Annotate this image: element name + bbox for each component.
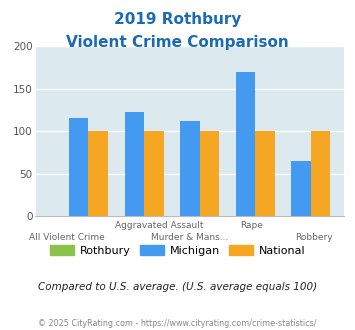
Bar <box>180 121 200 216</box>
Text: All Violent Crime: All Violent Crime <box>28 233 104 242</box>
Text: Aggravated Assault: Aggravated Assault <box>115 221 203 230</box>
Text: 2019 Rothbury: 2019 Rothbury <box>114 12 241 26</box>
Bar <box>125 113 144 216</box>
Bar <box>200 131 219 216</box>
Bar <box>88 131 108 216</box>
Bar <box>291 161 311 216</box>
Text: Violent Crime Comparison: Violent Crime Comparison <box>66 35 289 50</box>
Bar <box>144 131 164 216</box>
Bar <box>69 118 88 216</box>
Bar <box>311 131 330 216</box>
Text: Compared to U.S. average. (U.S. average equals 100): Compared to U.S. average. (U.S. average … <box>38 282 317 292</box>
Bar <box>236 72 255 216</box>
Bar <box>255 131 275 216</box>
Text: Rape: Rape <box>240 221 263 230</box>
Text: Murder & Mans...: Murder & Mans... <box>151 233 229 242</box>
Legend: Rothbury, Michigan, National: Rothbury, Michigan, National <box>45 241 310 260</box>
Text: Robbery: Robbery <box>295 233 332 242</box>
Text: © 2025 CityRating.com - https://www.cityrating.com/crime-statistics/: © 2025 CityRating.com - https://www.city… <box>38 319 317 328</box>
